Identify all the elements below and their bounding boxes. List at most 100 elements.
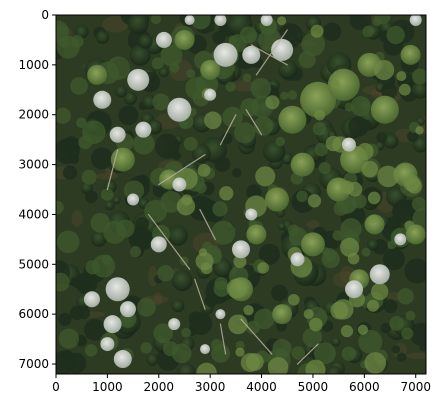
tree-crown bbox=[142, 94, 157, 110]
fallen-log bbox=[219, 114, 237, 146]
tree-crown bbox=[151, 57, 164, 70]
tree-crown bbox=[211, 343, 231, 363]
pale-tree-crown bbox=[155, 31, 172, 48]
tree-crown bbox=[81, 169, 97, 185]
tree-crown bbox=[296, 190, 308, 202]
tree-crown-light bbox=[370, 95, 399, 124]
x-tick-label: 2000 bbox=[144, 380, 175, 394]
pale-tree-crown bbox=[150, 236, 167, 253]
tree-crown bbox=[367, 239, 379, 251]
tree-crown bbox=[235, 340, 245, 350]
tree-crown bbox=[71, 276, 83, 288]
x-tick-label: 1000 bbox=[92, 380, 123, 394]
tree-crown bbox=[85, 190, 98, 204]
tree-crown bbox=[56, 35, 80, 59]
tree-crown bbox=[211, 220, 236, 245]
aerial-forest-image bbox=[56, 15, 426, 374]
pale-tree-crown bbox=[242, 45, 261, 64]
tree-crown-light bbox=[245, 353, 264, 371]
y-tick-label: 1000 bbox=[18, 58, 49, 72]
tree-crown bbox=[133, 133, 155, 155]
tree-crown bbox=[374, 15, 391, 25]
tree-crown-light bbox=[200, 262, 213, 275]
tree-crown bbox=[58, 312, 72, 326]
tree-crown-light bbox=[277, 16, 287, 26]
y-axis: 0 1000 2000 3000 4000 5000 6000 7000 bbox=[18, 8, 56, 371]
tree-crown bbox=[391, 345, 401, 354]
soil-patch bbox=[95, 172, 118, 180]
tree-crown bbox=[383, 299, 398, 314]
tree-crown bbox=[153, 323, 174, 344]
tree-crown-light bbox=[226, 278, 247, 299]
y-tick-label: 0 bbox=[41, 8, 49, 22]
tree-crown bbox=[181, 327, 192, 338]
x-tick-label: 3000 bbox=[195, 380, 226, 394]
tree-crown bbox=[189, 312, 213, 335]
tree-crown-light bbox=[235, 347, 245, 357]
tree-crown-light bbox=[228, 314, 248, 335]
tree-crown bbox=[280, 91, 289, 100]
tree-crown bbox=[358, 329, 383, 354]
pale-tree-crown bbox=[168, 318, 181, 331]
y-tick-label: 6000 bbox=[18, 307, 49, 321]
tree-crown bbox=[190, 15, 211, 30]
tree-crown bbox=[253, 308, 275, 330]
tree-crown bbox=[214, 276, 228, 290]
tree-crown-light bbox=[255, 166, 276, 187]
tree-crown bbox=[103, 220, 127, 244]
tree-crown bbox=[171, 270, 193, 292]
tree-crown bbox=[183, 136, 198, 151]
pale-tree-crown bbox=[103, 315, 122, 334]
tree-crown bbox=[242, 73, 252, 83]
pale-tree-crown bbox=[119, 301, 136, 318]
tree-crown bbox=[167, 225, 188, 246]
tree-crown bbox=[129, 246, 142, 258]
tree-crown bbox=[100, 188, 114, 201]
tree-crown bbox=[389, 316, 404, 331]
tree-crown bbox=[348, 116, 369, 137]
tree-crown bbox=[258, 243, 280, 265]
pale-tree-crown bbox=[409, 15, 422, 26]
tree-crown bbox=[84, 318, 106, 341]
tree-crown bbox=[154, 133, 180, 159]
tree-crown bbox=[127, 15, 149, 35]
fallen-logs-layer bbox=[106, 29, 319, 365]
tree-crown-light bbox=[305, 359, 326, 374]
pale-tree-crown bbox=[109, 126, 126, 143]
tree-crown bbox=[171, 299, 185, 313]
pale-tree-crown bbox=[172, 177, 187, 192]
tree-crown-light bbox=[181, 194, 193, 206]
tree-crown bbox=[405, 310, 416, 321]
pale-tree-crown bbox=[135, 121, 152, 138]
fallen-log bbox=[240, 318, 273, 355]
tree-crown-light bbox=[330, 301, 349, 320]
tree-crown-light bbox=[278, 105, 307, 134]
tree-crown bbox=[222, 106, 243, 128]
soil-patch bbox=[406, 352, 426, 360]
tree-crown-light bbox=[246, 224, 267, 245]
tree-crown bbox=[246, 320, 260, 335]
tree-crown-light bbox=[257, 262, 270, 274]
fallen-log bbox=[296, 343, 319, 365]
tree-crown bbox=[177, 363, 196, 374]
tree-crown-light bbox=[196, 362, 217, 374]
tree-crown-light bbox=[357, 324, 369, 335]
tree-crown bbox=[321, 249, 340, 269]
y-tick-label: 5000 bbox=[18, 257, 49, 271]
tree-crown bbox=[344, 102, 354, 112]
tree-crown bbox=[314, 142, 328, 157]
tree-crown bbox=[56, 200, 64, 215]
y-tick-label: 3000 bbox=[18, 158, 49, 172]
pale-tree-crown bbox=[345, 280, 364, 299]
pale-tree-crown bbox=[394, 233, 407, 246]
pale-tree-crown bbox=[93, 90, 112, 109]
tree-crown bbox=[278, 59, 298, 80]
x-tick-label: 7000 bbox=[400, 380, 431, 394]
pale-tree-crown bbox=[290, 252, 305, 267]
tree-crown bbox=[250, 77, 272, 99]
tree-crown-light bbox=[364, 352, 387, 374]
pale-tree-crown bbox=[105, 277, 130, 302]
tree-crown-light bbox=[233, 255, 247, 269]
tree-crown bbox=[160, 44, 183, 67]
tree-crown-light bbox=[310, 24, 324, 38]
